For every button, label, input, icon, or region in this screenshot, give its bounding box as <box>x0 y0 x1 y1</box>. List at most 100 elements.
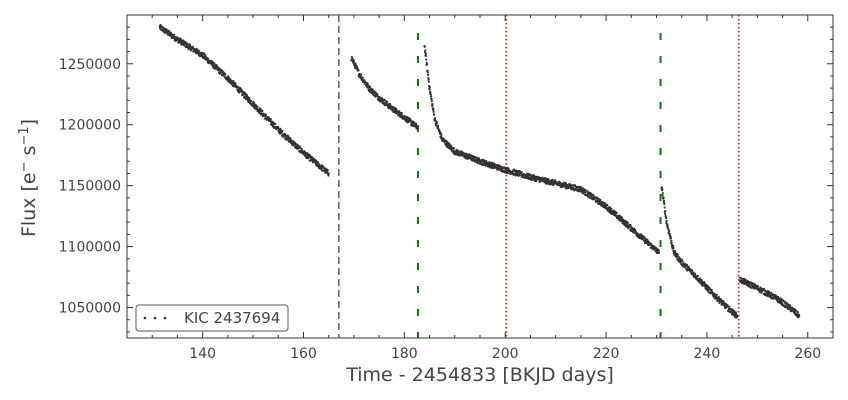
data-point <box>553 182 556 185</box>
data-point <box>234 82 237 85</box>
data-point <box>676 253 679 257</box>
data-point <box>376 93 379 96</box>
data-point <box>666 226 669 229</box>
data-point <box>685 263 689 267</box>
data-point <box>714 293 717 296</box>
data-point <box>432 107 435 110</box>
data-point <box>434 117 437 120</box>
y-axis-label-sup1: − <box>17 162 32 173</box>
data-point <box>666 224 669 227</box>
data-point <box>664 209 667 213</box>
data-point <box>366 82 369 85</box>
x-tick-label: 220 <box>593 346 620 362</box>
data-point <box>674 250 677 253</box>
data-point <box>661 188 664 191</box>
data-point <box>717 296 720 299</box>
y-axis-label-mid: s <box>18 146 40 162</box>
data-point <box>213 62 216 65</box>
data-point <box>661 192 664 195</box>
legend-marker-3 <box>163 316 167 320</box>
data-point <box>227 75 230 78</box>
data-point <box>207 57 210 60</box>
data-point <box>427 73 430 76</box>
data-point <box>634 228 637 232</box>
data-point <box>663 201 666 204</box>
data-point <box>694 273 697 276</box>
data-point <box>386 100 389 103</box>
data-point <box>657 251 661 254</box>
data-point <box>785 302 789 305</box>
data-point <box>734 311 738 314</box>
data-point <box>584 191 587 194</box>
x-tick-label: 160 <box>290 346 317 362</box>
data-point <box>435 121 438 124</box>
data-point <box>588 196 591 199</box>
x-axis-ticks: 140 160 180 200 220 240 260 <box>126 15 834 362</box>
data-point <box>326 169 329 172</box>
data-point <box>179 38 183 41</box>
data-point <box>466 153 469 156</box>
data-point <box>284 134 287 138</box>
x-tick-label: 200 <box>492 346 519 362</box>
data-point <box>327 172 330 175</box>
data-point <box>514 174 517 177</box>
data-point <box>662 199 665 202</box>
data-point <box>424 49 427 52</box>
data-point <box>415 126 419 129</box>
legend: KIC 2437694 <box>135 304 289 332</box>
y-tick-label: 1250000 <box>59 57 121 73</box>
data-point <box>264 113 267 117</box>
data-point <box>672 246 675 250</box>
data-point <box>768 290 771 294</box>
vertical-markers <box>337 15 740 338</box>
data-point <box>430 99 433 103</box>
data-point <box>427 78 430 81</box>
y-axis-label: Flux [e− s−1] <box>17 119 40 237</box>
data-point <box>311 156 314 159</box>
data-point <box>650 243 653 246</box>
data-point <box>289 137 292 140</box>
data-point <box>452 147 456 150</box>
data-point <box>415 123 418 126</box>
data-point <box>663 206 666 209</box>
data-point <box>736 315 739 318</box>
data-point <box>433 113 436 116</box>
data-point <box>360 73 363 76</box>
data-point <box>665 217 668 220</box>
x-tick-label: 180 <box>391 346 418 362</box>
data-point <box>357 69 360 72</box>
data-point <box>657 249 660 252</box>
data-point <box>739 276 743 279</box>
data-point <box>352 59 355 62</box>
data-point <box>224 73 227 76</box>
data-point <box>378 95 381 99</box>
data-point <box>189 44 192 47</box>
data-point <box>586 190 589 193</box>
data-point <box>728 305 731 308</box>
y-axis-label-main: Flux [e <box>18 172 40 237</box>
data-point <box>429 90 432 94</box>
data-point <box>428 86 431 89</box>
data-point <box>269 118 272 121</box>
data-point <box>409 119 412 122</box>
data-point <box>431 104 434 107</box>
data-point <box>710 288 713 291</box>
data-point <box>428 88 431 91</box>
data-point <box>413 121 416 124</box>
data-point <box>756 285 760 288</box>
y-tick-label: 1200000 <box>59 118 121 134</box>
data-point <box>374 95 377 98</box>
y-tick-label: 1050000 <box>59 301 121 317</box>
data-point <box>166 29 169 32</box>
data-point <box>371 88 374 91</box>
data-point <box>719 298 722 301</box>
data-point <box>250 99 253 103</box>
data-point <box>284 133 287 136</box>
data-point <box>274 122 277 126</box>
data-point <box>670 241 673 244</box>
data-point <box>518 174 521 177</box>
data-point <box>605 205 608 208</box>
data-point <box>493 162 496 165</box>
data-point <box>667 228 670 231</box>
data-point <box>423 45 426 48</box>
